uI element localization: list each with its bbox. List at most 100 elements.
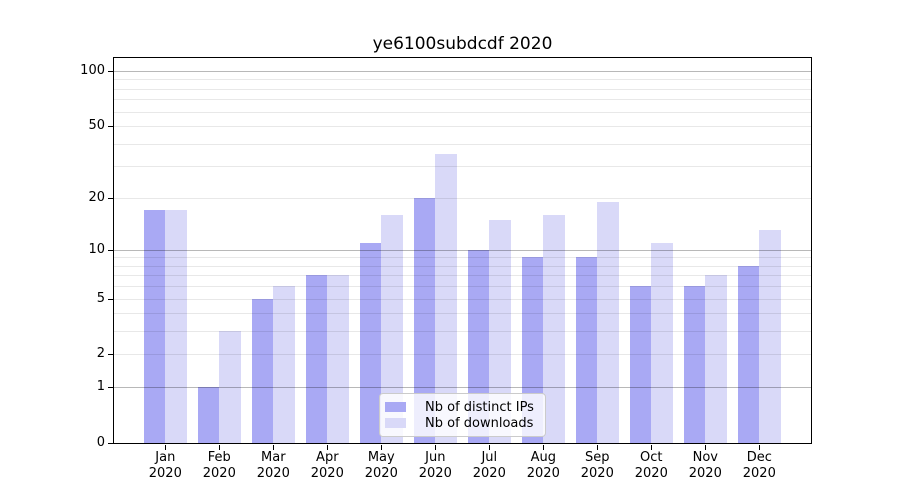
x-axis-tick-label: Dec 2020 (726, 450, 792, 482)
y-axis-tick-label: 1 (96, 379, 105, 395)
bar-distinct-ips-dec (737, 265, 760, 443)
x-axis-tick-label: Mar 2020 (240, 450, 306, 482)
x-axis-tick-label: Nov 2020 (672, 450, 738, 482)
x-axis-tick-mark (489, 445, 491, 450)
gridline-minor (114, 166, 811, 168)
gridline-minor (114, 286, 811, 288)
y-axis-tick-label: 0 (96, 435, 105, 450)
x-axis-tick-mark (219, 445, 221, 450)
bar-downloads-nov (705, 275, 727, 443)
x-tick-month: May (367, 450, 395, 465)
gridline-major (114, 70, 811, 72)
x-tick-year: 2020 (364, 466, 398, 481)
x-axis-tick-mark (165, 445, 167, 450)
chart-title: ye6100subdcdf 2020 (372, 34, 553, 54)
bar-downloads-aug (543, 214, 565, 443)
gridline-major (114, 249, 811, 251)
x-tick-year: 2020 (472, 466, 506, 481)
y-axis-tick-mark (108, 387, 113, 389)
x-axis-tick-label: Jun 2020 (402, 450, 468, 482)
gridline-minor (114, 111, 811, 113)
bar-downloads-sep (597, 201, 619, 443)
gridline-minor (114, 79, 811, 81)
x-tick-month: Jan (155, 450, 176, 465)
y-axis-tick-label: 2 (96, 346, 105, 362)
bar-distinct-ips-may (359, 242, 382, 443)
plot-area: Nb of distinct IPs Nb of downloads (108, 57, 812, 450)
x-tick-month: Jun (425, 450, 446, 465)
gridline-minor (114, 298, 811, 300)
bar-distinct-ips-jan (143, 210, 166, 443)
bar-downloads-jan (165, 210, 187, 443)
x-tick-year: 2020 (634, 466, 668, 481)
y-axis-tick-mark (108, 70, 113, 72)
bar-distinct-ips-sep (575, 257, 598, 443)
bar-downloads-oct (651, 242, 673, 443)
gridline-minor (114, 313, 811, 315)
x-axis-tick-label: Sep 2020 (564, 450, 630, 482)
bar-downloads-apr (327, 275, 349, 443)
legend-swatch-distinct-ips (385, 402, 406, 412)
x-tick-year: 2020 (202, 466, 236, 481)
x-tick-month: Oct (640, 450, 663, 465)
x-tick-year: 2020 (310, 466, 344, 481)
x-axis-tick-label: Aug 2020 (510, 450, 576, 482)
gridline-minor (114, 88, 811, 90)
x-tick-month: Apr (316, 450, 339, 465)
bar-downloads-may (381, 214, 403, 443)
gridline-minor (114, 354, 811, 356)
bar-downloads-jun (435, 154, 457, 443)
gridline-minor (114, 265, 811, 267)
x-tick-year: 2020 (742, 466, 776, 481)
gridline-minor (114, 197, 811, 199)
gridline-minor (114, 257, 811, 259)
gridline-minor (114, 99, 811, 101)
x-axis-tick-label: Jul 2020 (456, 450, 522, 482)
x-axis-tick-label: May 2020 (348, 450, 414, 482)
x-tick-month: Jul (481, 450, 498, 465)
y-axis-tick-mark (108, 249, 113, 251)
bar-distinct-ips-jun (413, 197, 436, 443)
bar-downloads-mar (273, 286, 295, 443)
gridline-minor (114, 126, 811, 128)
gridline-major (114, 387, 811, 389)
x-tick-year: 2020 (418, 466, 452, 481)
y-axis-tick-label: 50 (88, 118, 105, 134)
x-axis-tick-mark (651, 445, 653, 450)
bar-downloads-jul (489, 219, 511, 443)
legend-label-distinct-ips: Nb of distinct IPs (425, 399, 534, 415)
x-axis-tick-label: Oct 2020 (618, 450, 684, 482)
x-tick-month: Nov (692, 450, 718, 465)
gridline-minor (114, 143, 811, 145)
x-axis-tick-mark (327, 445, 329, 450)
x-axis-tick-mark (597, 445, 599, 450)
x-axis-tick-mark (705, 445, 707, 450)
x-axis-tick-mark (273, 445, 275, 450)
y-axis-tick-label: 100 (80, 62, 105, 78)
bar-distinct-ips-apr (305, 275, 328, 443)
x-axis-tick-mark (381, 445, 383, 450)
x-axis-tick-label: Jan 2020 (132, 450, 198, 482)
x-tick-month: Dec (746, 450, 772, 465)
y-axis-tick-mark (108, 298, 113, 300)
legend-item-downloads: Nb of downloads (385, 416, 539, 431)
bar-distinct-ips-feb (197, 387, 220, 443)
y-axis-tick-label: 5 (96, 290, 105, 306)
x-tick-year: 2020 (580, 466, 614, 481)
y-axis-tick-mark (108, 197, 113, 199)
x-tick-month: Aug (530, 450, 556, 465)
y-axis-tick-label: 20 (88, 189, 105, 205)
x-axis-tick-label: Apr 2020 (294, 450, 360, 482)
gridline-minor (114, 275, 811, 277)
x-tick-month: Feb (207, 450, 231, 465)
x-tick-month: Mar (261, 450, 286, 465)
x-axis-tick-mark (759, 445, 761, 450)
bar-downloads-feb (219, 331, 241, 443)
y-axis-tick-mark (108, 126, 113, 128)
y-axis-tick-label: 10 (88, 241, 105, 257)
legend-item-distinct-ips: Nb of distinct IPs (385, 400, 539, 415)
x-axis-tick-mark (543, 445, 545, 450)
bar-distinct-ips-nov (683, 286, 706, 443)
bar-distinct-ips-oct (629, 286, 652, 443)
